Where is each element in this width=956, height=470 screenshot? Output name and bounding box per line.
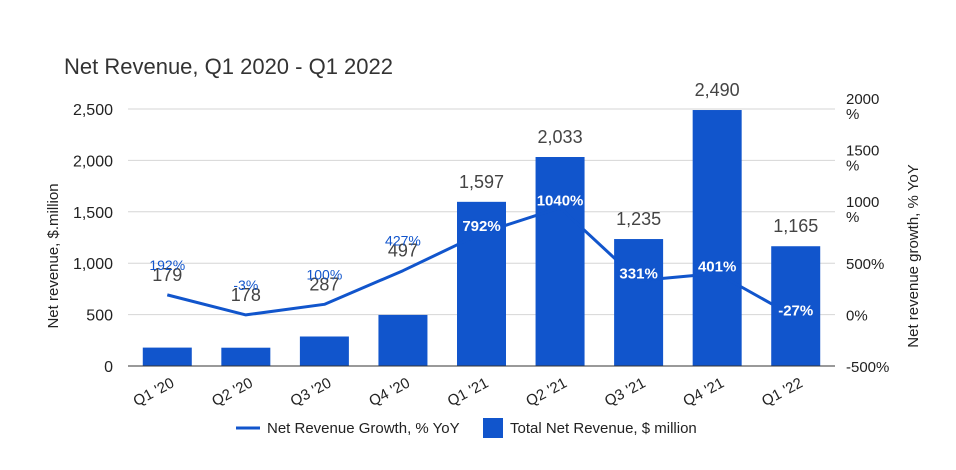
y2-tick-label: -500% xyxy=(846,359,889,376)
legend-bar-swatch xyxy=(483,418,503,438)
legend: Net Revenue Growth, % YoY Total Net Reven… xyxy=(236,418,697,438)
x-tick-label: Q1 '20 xyxy=(131,375,178,411)
bar-value-label: 2,033 xyxy=(538,127,583,147)
bar-value-label: 1,165 xyxy=(773,216,818,236)
y2-tick-label: 0% xyxy=(846,308,868,325)
y-tick-label: 2,000 xyxy=(73,153,113,170)
y-tick-label: 1,500 xyxy=(73,205,113,222)
bar xyxy=(221,347,271,366)
legend-bar-label: Total Net Revenue, $ million xyxy=(510,420,697,437)
bar-value-label: 287 xyxy=(309,274,339,294)
growth-value-label: 427% xyxy=(385,233,421,249)
bar-value-label: 178 xyxy=(231,285,261,305)
growth-value-label: 192% xyxy=(149,257,185,273)
x-tick-label: Q1 '21 xyxy=(445,375,492,411)
bars xyxy=(142,110,821,366)
bar-value-label: 1,235 xyxy=(616,209,661,229)
bar-value-label: 179 xyxy=(152,265,182,285)
growth-value-label: 1040% xyxy=(537,193,584,210)
legend-line-label: Net Revenue Growth, % YoY xyxy=(267,420,460,437)
bar xyxy=(692,110,742,366)
y2-tick-label: 1500 xyxy=(846,142,879,159)
y-axis-left-title: Net revenue, $.million xyxy=(45,183,62,328)
bar xyxy=(614,239,664,366)
x-tick-label: Q2 '21 xyxy=(523,375,570,411)
growth-line xyxy=(166,206,797,319)
bar xyxy=(535,157,585,366)
y-axis-right-title: Net revenue growth, % YoY xyxy=(905,164,922,347)
bar-value-label: 2,490 xyxy=(695,80,740,100)
y2-tick-label: 1000 xyxy=(846,194,879,211)
y-tick-label: 0 xyxy=(104,359,113,376)
y2-tick-label: 500% xyxy=(846,256,884,273)
x-tick-label: Q3 '21 xyxy=(602,375,649,411)
y-tick-label: 1,000 xyxy=(73,256,113,273)
growth-value-label: -3% xyxy=(233,277,258,293)
y2-tick-unit: % xyxy=(846,209,859,226)
x-tick-label: Q3 '20 xyxy=(288,375,335,411)
chart-title: Net Revenue, Q1 2020 - Q1 2022 xyxy=(64,54,393,79)
y-tick-label: 2,500 xyxy=(73,102,113,119)
growth-value-label: -27% xyxy=(778,302,813,319)
x-tick-label: Q4 '20 xyxy=(366,375,413,411)
bar-value-label: 1,597 xyxy=(459,172,504,192)
bar xyxy=(378,314,428,366)
bar-value-label: 497 xyxy=(388,241,418,261)
bar xyxy=(142,347,192,366)
growth-value-label: 100% xyxy=(306,266,342,282)
x-tick-label: Q1 '22 xyxy=(759,375,806,411)
data-labels: 179 178 287 497 1,597 2,033 1,235 2,490 1,165 192… xyxy=(149,80,818,321)
x-tick-label: Q4 '21 xyxy=(680,375,727,411)
growth-value-label: 792% xyxy=(462,218,500,235)
growth-line-path xyxy=(166,206,797,319)
growth-value-label: 331% xyxy=(619,266,657,283)
y2-tick-unit: % xyxy=(846,106,859,123)
y2-tick-unit: % xyxy=(846,157,859,174)
bar xyxy=(299,336,349,366)
bar xyxy=(771,246,821,366)
y-tick-label: 500 xyxy=(86,308,113,325)
growth-value-label: 401% xyxy=(698,258,736,275)
x-tick-label: Q2 '20 xyxy=(209,375,256,411)
y2-tick-label: 2000 xyxy=(846,91,879,108)
